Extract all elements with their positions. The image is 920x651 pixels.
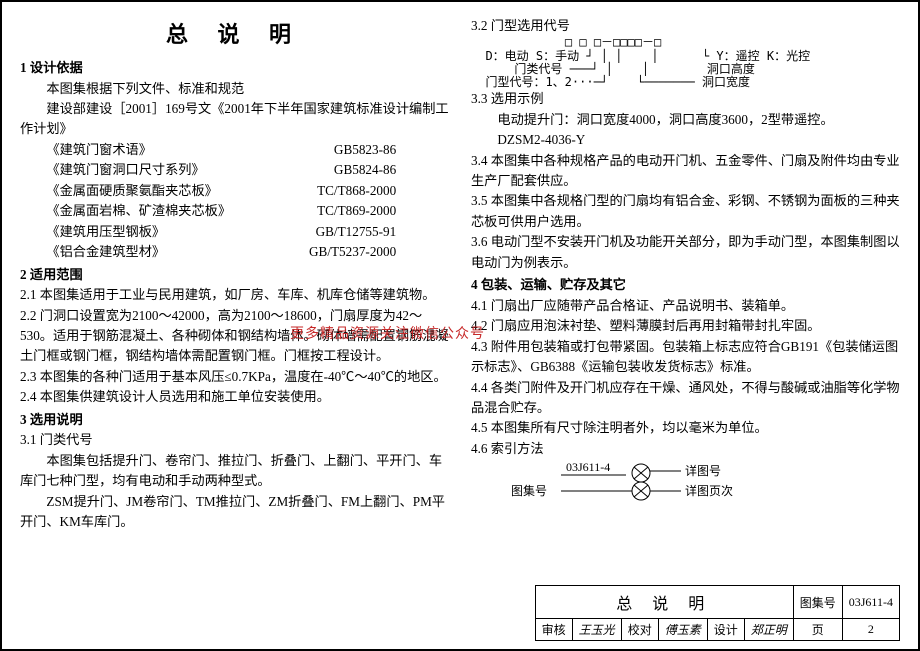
p42: 4.2 门扇应用泡沫衬垫、塑料薄膜封后再用封箱带封扎牢固。 bbox=[471, 316, 900, 336]
p33a: 电动提升门：洞口宽度4000，洞口高度3600，2型带遥控。 bbox=[471, 110, 900, 130]
p34: 3.4 本图集中各种规格产品的电动开门机、五金零件、门扇及附件均由专业生产厂配套… bbox=[471, 151, 900, 192]
h46: 4.6 索引方法 bbox=[471, 439, 900, 459]
p31: 本图集包括提升门、卷帘门、推拉门、折叠门、上翻门、平开门、车库门七种门型，均有电… bbox=[20, 451, 449, 492]
h32: 3.2 门型选用代号 bbox=[471, 16, 900, 36]
gb-row-0: 《建筑门窗术语》GB5823-86 bbox=[20, 140, 449, 160]
tb-proofer: 傅玉素 bbox=[658, 619, 707, 641]
page-title: 总 说 明 bbox=[20, 18, 449, 52]
tb-setcode: 03J611-4 bbox=[842, 586, 899, 619]
gb-row-2: 《金属面硬质聚氨酯夹芯板》TC/T868-2000 bbox=[20, 181, 449, 201]
p35: 3.5 本图集中各规格门型的门扇均有铝合金、彩钢、不锈钢为面板的三种夹芯板可供用… bbox=[471, 191, 900, 232]
code-diagram: □ □ □－□□□□－□ D：电动 S：手动 ┘ │ │ │ └ Y：遥控 K：… bbox=[471, 36, 900, 89]
gb-row-4: 《建筑用压型钢板》GB/T12755-91 bbox=[20, 222, 449, 242]
tb-setlabel: 图集号 bbox=[793, 586, 842, 619]
p43: 4.3 附件用包装箱或打包带紧固。包装箱上标志应符合GB191《包装储运图示标志… bbox=[471, 337, 900, 378]
p33b: DZSM2-4036-Y bbox=[471, 130, 900, 150]
tb-design: 设计 bbox=[707, 619, 744, 641]
svg-text:图集号: 图集号 bbox=[511, 483, 547, 498]
tb-checker: 王玉光 bbox=[572, 619, 621, 641]
p41: 4.1 门扇出厂应随带产品合格证、产品说明书、装箱单。 bbox=[471, 296, 900, 316]
gb-row-1: 《建筑门窗洞口尺寸系列》GB5824-86 bbox=[20, 160, 449, 180]
h2: 2 适用范围 bbox=[20, 265, 449, 285]
gb-row-3: 《金属面岩棉、矿渣棉夹芯板》TC/T869-2000 bbox=[20, 201, 449, 221]
tb-page: 2 bbox=[842, 619, 899, 641]
gb-row-5: 《铝合金建筑型材》GB/T5237-2000 bbox=[20, 242, 449, 262]
p44: 4.4 各类门附件及开门机应存在干燥、通风处，不得与酸碱或油脂等化学物品混合贮存… bbox=[471, 378, 900, 419]
h1: 1 设计依据 bbox=[20, 58, 449, 78]
svg-text:详图页次: 详图页次 bbox=[685, 483, 733, 498]
p31b: ZSM提升门、JM卷帘门、TM推拉门、ZM折叠门、FM上翻门、PM平开门、KM车… bbox=[20, 492, 449, 533]
p22: 2.2 门洞口设置宽为2100～42000，高为2100～18600，门扇厚度为… bbox=[20, 306, 449, 367]
tb-pagelabel: 页 bbox=[793, 619, 842, 641]
title-block: 总 说 明 图集号 03J611-4 审核 王玉光 校对 傅玉素 设计 郑正明 … bbox=[535, 585, 900, 641]
tb-designer: 郑正明 bbox=[744, 619, 793, 641]
p24: 2.4 本图集供建筑设计人员选用和施工单位安装使用。 bbox=[20, 387, 449, 407]
tb-proof: 校对 bbox=[621, 619, 658, 641]
idx-code: 03J611-4 bbox=[566, 460, 610, 474]
p36: 3.6 电动门型不安装开门机及功能开关部分，即为手动门型，本图集制图以电动门为例… bbox=[471, 232, 900, 273]
tb-check: 审核 bbox=[535, 619, 572, 641]
h33: 3.3 选用示例 bbox=[471, 89, 900, 109]
p45: 4.5 本图集所有尺寸除注明者外，均以毫米为单位。 bbox=[471, 418, 900, 438]
index-diagram: 03J611-4 详图号 图集号 详图页次 bbox=[471, 459, 900, 503]
p-1a: 本图集根据下列文件、标准和规范 bbox=[20, 79, 449, 99]
left-column: 总 说 明 1 设计依据 本图集根据下列文件、标准和规范 建设部建设［2001］… bbox=[20, 16, 449, 533]
svg-text:详图号: 详图号 bbox=[685, 463, 721, 478]
h3: 3 选用说明 bbox=[20, 410, 449, 430]
p23: 2.3 本图集的各种门适用于基本风压≤0.7KPa，温度在-40℃～40℃的地区… bbox=[20, 367, 449, 387]
h4: 4 包装、运输、贮存及其它 bbox=[471, 275, 900, 295]
h31: 3.1 门类代号 bbox=[20, 430, 449, 450]
right-column: 3.2 门型选用代号 □ □ □－□□□□－□ D：电动 S：手动 ┘ │ │ … bbox=[471, 16, 900, 533]
tb-title: 总 说 明 bbox=[535, 586, 793, 619]
p21: 2.1 本图集适用于工业与民用建筑，如厂房、车库、机库仓储等建筑物。 bbox=[20, 285, 449, 305]
p-1b: 建设部建设［2001］169号文《2001年下半年国家建筑标准设计编制工作计划》 bbox=[20, 99, 449, 140]
